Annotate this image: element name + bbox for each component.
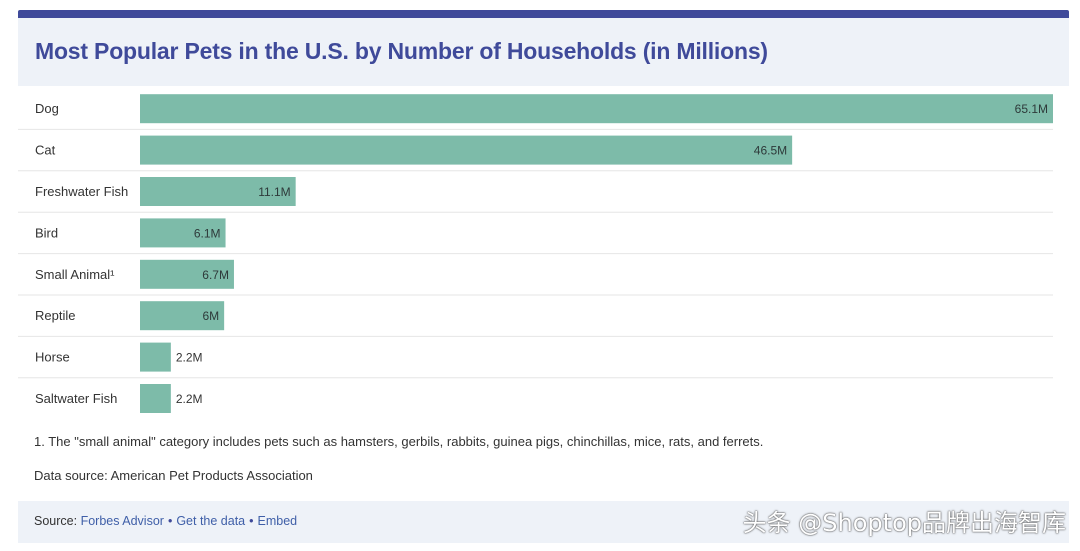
- category-label: Saltwater Fish: [35, 391, 117, 406]
- bar: [140, 218, 226, 248]
- source-prefix: Source:: [34, 514, 81, 528]
- value-label: 6M: [202, 309, 219, 323]
- bar: [140, 135, 793, 165]
- value-label: 6.1M: [194, 226, 221, 240]
- accent-bar: [18, 10, 1069, 18]
- separator-dot: •: [167, 514, 173, 528]
- separator-dot: •: [249, 514, 254, 528]
- data-source-note: Data source: American Pet Products Assoc…: [34, 468, 313, 483]
- value-label: 2.2M: [176, 392, 203, 406]
- bar: [140, 342, 171, 372]
- bar: [140, 94, 1053, 124]
- category-label: Cat: [35, 143, 56, 158]
- category-label: Dog: [35, 101, 59, 116]
- bar: [140, 384, 171, 413]
- bar: [140, 177, 296, 206]
- category-label: Reptile: [35, 308, 75, 323]
- value-label: 2.2M: [176, 351, 203, 365]
- value-label: 11.1M: [258, 185, 290, 199]
- chart-header: Most Popular Pets in the U.S. by Number …: [18, 18, 1069, 86]
- chart-card: Most Popular Pets in the U.S. by Number …: [18, 10, 1069, 543]
- category-label: Bird: [35, 225, 58, 240]
- category-label: Freshwater Fish: [35, 184, 128, 199]
- chart-title: Most Popular Pets in the U.S. by Number …: [35, 38, 768, 64]
- source-link[interactable]: Forbes Advisor: [80, 514, 164, 528]
- chart-footer: Source: Forbes Advisor • Get the data • Embe…: [18, 501, 1069, 543]
- value-label: 46.5M: [754, 144, 787, 158]
- category-label: Horse: [35, 350, 70, 365]
- bar: [140, 259, 234, 289]
- get-data-link[interactable]: Get the data: [176, 514, 246, 528]
- footnote: 1. The "small animal" category includes …: [34, 434, 764, 449]
- category-label: Small Animal¹: [35, 267, 115, 282]
- watermark: 头条 @Shoptop品牌出海智库: [742, 509, 1066, 537]
- bar: [140, 301, 225, 331]
- value-label: 65.1M: [1015, 102, 1048, 116]
- bar-chart: Dog 65.1M Cat 46.5M Freshwater Fish 11.1M Bird…: [18, 94, 1053, 413]
- embed-link[interactable]: Embed: [257, 514, 298, 528]
- value-label: 6.7M: [202, 268, 229, 282]
